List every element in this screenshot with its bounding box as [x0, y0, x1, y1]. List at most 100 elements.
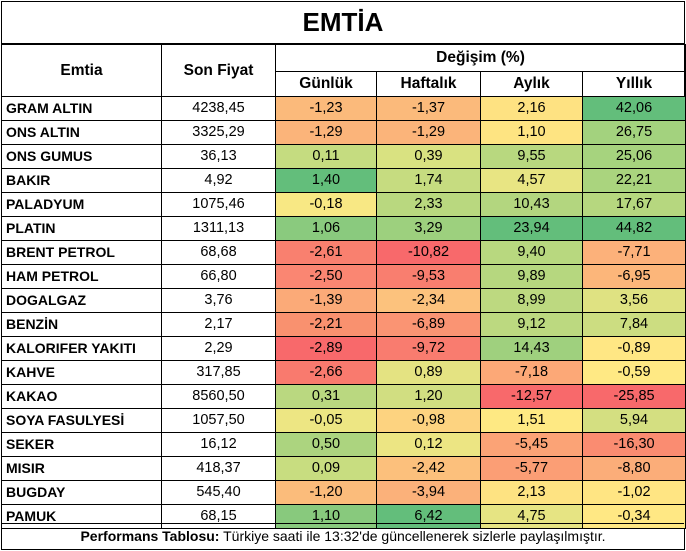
daily-change: -2,50 [275, 264, 377, 289]
commodity-name: BENZİN [1, 312, 162, 337]
commodity-name: DOGALGAZ [1, 288, 162, 313]
monthly-change: 8,99 [480, 288, 583, 313]
yearly-change: -16,30 [581, 432, 686, 457]
weekly-change: 3,29 [376, 216, 481, 241]
commodity-name: ONS GUMUS [1, 144, 162, 169]
last-price: 1311,13 [161, 216, 276, 241]
table-row: PLATIN 1311,13 1,06 3,29 23,94 44,82 [1, 216, 686, 241]
daily-change: -1,20 [275, 480, 377, 505]
last-price: 8560,50 [161, 384, 276, 409]
daily-change: -2,89 [275, 336, 377, 361]
commodity-name: PALADYUM [1, 192, 162, 217]
commodity-name: KAKAO [1, 384, 162, 409]
footer-label: Performans Tablosu: [80, 528, 220, 544]
monthly-change: 2,16 [480, 96, 583, 121]
table-row: BAKIR 4,92 1,40 1,74 4,57 22,21 [1, 168, 686, 193]
yearly-change: 5,94 [581, 408, 686, 433]
table-row: ONS ALTIN 3325,29 -1,29 -1,29 1,10 26,75 [1, 120, 686, 145]
yearly-change: -8,80 [581, 456, 686, 481]
monthly-change: 1,10 [480, 120, 583, 145]
yearly-change: 44,82 [581, 216, 686, 241]
last-price: 68,68 [161, 240, 276, 265]
commodity-name: SOYA FASULYESİ [1, 408, 162, 433]
monthly-change: 9,40 [480, 240, 583, 265]
weekly-change: -6,89 [376, 312, 481, 337]
table-row: DOGALGAZ 3,76 -1,39 -2,34 8,99 3,56 [1, 288, 686, 313]
daily-change: 0,50 [275, 432, 377, 457]
last-price: 16,12 [161, 432, 276, 457]
yearly-change: -0,34 [581, 504, 686, 529]
daily-change: 0,09 [275, 456, 377, 481]
header-degisim: Değişim (%) [274, 44, 686, 72]
monthly-change: 14,43 [480, 336, 583, 361]
table-row: PALADYUM 1075,46 -0,18 2,33 10,43 17,67 [1, 192, 686, 217]
weekly-change: 0,39 [376, 144, 481, 169]
yearly-change: 22,21 [581, 168, 686, 193]
table-row: MISIR 418,37 0,09 -2,42 -5,77 -8,80 [1, 456, 686, 481]
table-row: KAKAO 8560,50 0,31 1,20 -12,57 -25,85 [1, 384, 686, 409]
last-price: 317,85 [161, 360, 276, 385]
daily-change: -0,18 [275, 192, 377, 217]
commodity-name: BUGDAY [1, 480, 162, 505]
last-price: 4,92 [161, 168, 276, 193]
commodity-name: SEKER [1, 432, 162, 457]
daily-change: -1,23 [275, 96, 377, 121]
monthly-change: 4,57 [480, 168, 583, 193]
weekly-change: -2,42 [376, 456, 481, 481]
weekly-change: -3,94 [376, 480, 481, 505]
last-price: 2,29 [161, 336, 276, 361]
monthly-change: -12,57 [480, 384, 583, 409]
monthly-change: 2,13 [480, 480, 583, 505]
commodity-name: PAMUK [1, 504, 162, 529]
table-row: SOYA FASULYESİ 1057,50 -0,05 -0,98 1,51 5,94 [1, 408, 686, 433]
commodity-name: PLATIN [1, 216, 162, 241]
commodity-name: MISIR [1, 456, 162, 481]
daily-change: -2,21 [275, 312, 377, 337]
table-title: EMTİA [2, 2, 684, 44]
yearly-change: -7,71 [581, 240, 686, 265]
commodity-name: GRAM ALTIN [1, 96, 162, 121]
weekly-change: -1,37 [376, 96, 481, 121]
weekly-change: -2,34 [376, 288, 481, 313]
last-price: 2,17 [161, 312, 276, 337]
weekly-change: -1,29 [376, 120, 481, 145]
last-price: 1075,46 [161, 192, 276, 217]
table-row: PAMUK 68,15 1,10 6,42 4,75 -0,34 [1, 504, 686, 529]
last-price: 66,80 [161, 264, 276, 289]
monthly-change: -7,18 [480, 360, 583, 385]
monthly-change: 4,75 [480, 504, 583, 529]
monthly-change: 23,94 [480, 216, 583, 241]
yearly-change: -25,85 [581, 384, 686, 409]
table-row: BENZİN 2,17 -2,21 -6,89 9,12 7,84 [1, 312, 686, 337]
daily-change: 1,40 [275, 168, 377, 193]
weekly-change: -9,53 [376, 264, 481, 289]
table-row: HAM PETROL 66,80 -2,50 -9,53 9,89 -6,95 [1, 264, 686, 289]
weekly-change: 2,33 [376, 192, 481, 217]
commodity-name: HAM PETROL [1, 264, 162, 289]
table-row: ONS GUMUS 36,13 0,11 0,39 9,55 25,06 [1, 144, 686, 169]
daily-change: 1,06 [275, 216, 377, 241]
yearly-change: 25,06 [581, 144, 686, 169]
daily-change: -0,05 [275, 408, 377, 433]
yearly-change: -0,59 [581, 360, 686, 385]
yearly-change: 17,67 [581, 192, 686, 217]
footer-text: Türkiye saati ile 13:32'de güncellenerek… [219, 528, 606, 544]
yearly-change: -6,95 [581, 264, 686, 289]
weekly-change: -0,98 [376, 408, 481, 433]
weekly-change: 1,20 [376, 384, 481, 409]
header-emtia: Emtia [1, 44, 162, 97]
last-price: 418,37 [161, 456, 276, 481]
weekly-change: 0,12 [376, 432, 481, 457]
commodity-name: BAKIR [1, 168, 162, 193]
header-yillik: Yıllık [581, 71, 686, 97]
header-haftalik: Haftalık [376, 71, 481, 97]
daily-change: -1,39 [275, 288, 377, 313]
commodity-name: KAHVE [1, 360, 162, 385]
table-body: GRAM ALTIN 4238,45 -1,23 -1,37 2,16 42,06 ONS … [1, 96, 686, 529]
footer-note: Performans Tablosu: Türkiye saati ile 13… [2, 523, 684, 549]
last-price: 1057,50 [161, 408, 276, 433]
table-row: GRAM ALTIN 4238,45 -1,23 -1,37 2,16 42,06 [1, 96, 686, 121]
yearly-change: 3,56 [581, 288, 686, 313]
monthly-change: 10,43 [480, 192, 583, 217]
